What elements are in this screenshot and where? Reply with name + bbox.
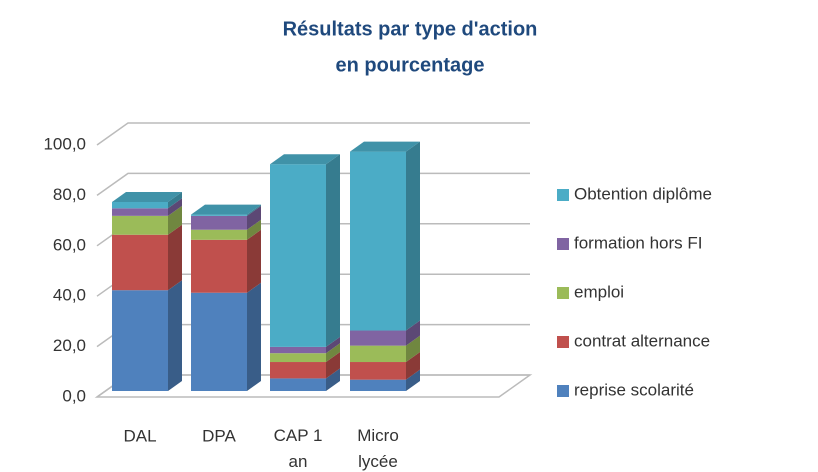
legend-swatch xyxy=(557,385,569,397)
bar-segment xyxy=(112,202,168,209)
bar-side xyxy=(406,335,420,363)
x-tick-label: DPA xyxy=(202,426,236,445)
legend-label: contrat alternance xyxy=(574,331,710,350)
y-tick-label: 100,0 xyxy=(43,134,86,153)
bar-side xyxy=(168,205,182,235)
bar-segment xyxy=(350,362,406,380)
bar-top xyxy=(112,192,182,202)
bar-segment xyxy=(191,215,247,230)
bar-side xyxy=(406,141,420,331)
bar-top xyxy=(350,141,420,152)
bar-side xyxy=(406,352,420,380)
bar-side xyxy=(168,224,182,291)
grid-line xyxy=(96,122,530,146)
bar-segment xyxy=(270,378,326,391)
y-tick-label: 0,0 xyxy=(62,386,86,405)
bar-segment xyxy=(350,379,406,391)
bar-segment xyxy=(191,239,247,293)
x-tick-label-line: lycée xyxy=(358,452,398,471)
bar-side xyxy=(326,343,340,363)
bar-side xyxy=(326,336,340,354)
legend-swatch xyxy=(557,189,569,201)
bar-side xyxy=(247,282,261,391)
x-tick-label: Micro lycée xyxy=(357,426,399,471)
bar-side xyxy=(406,369,420,391)
legend-swatch xyxy=(557,238,569,250)
y-tick-label: 60,0 xyxy=(53,235,86,254)
y-tick-label: 40,0 xyxy=(53,286,86,305)
bar-segment xyxy=(270,362,326,379)
x-tick-label-line: CAP 1 xyxy=(274,426,323,445)
bar-side xyxy=(406,320,420,346)
bar-side xyxy=(168,280,182,391)
bar-segment xyxy=(112,290,168,391)
legend-label: emploi xyxy=(574,282,624,301)
bar-side xyxy=(247,229,261,293)
x-tick-label: DAL xyxy=(123,426,156,445)
bar-top xyxy=(191,204,261,215)
bar-side xyxy=(247,219,261,240)
legend-swatch xyxy=(557,287,569,299)
x-tick-label: CAP 1 an xyxy=(274,426,323,471)
bar-segment xyxy=(350,330,406,346)
bar-segment xyxy=(112,215,168,235)
bar-segment xyxy=(112,208,168,216)
y-tick-label: 20,0 xyxy=(53,336,86,355)
bar-side xyxy=(168,192,182,209)
bar-segment xyxy=(112,234,168,291)
bar-segment xyxy=(350,345,406,363)
x-tick-label-line: an xyxy=(289,452,308,471)
bar-top xyxy=(270,154,340,165)
bar-segment xyxy=(350,151,406,331)
bar-segment xyxy=(191,229,247,240)
chart-title: Résultats par type d'action xyxy=(283,18,538,40)
legend-label: reprise scolarité xyxy=(574,380,694,399)
bar-segment xyxy=(191,214,247,216)
bar-side xyxy=(326,352,340,379)
bar-segment xyxy=(191,292,247,391)
bar-segment xyxy=(270,164,326,347)
bar-side xyxy=(326,154,340,347)
y-tick-label: 80,0 xyxy=(53,185,86,204)
chart-title: en pourcentage xyxy=(336,54,485,76)
bar-segment xyxy=(270,353,326,363)
x-tick-label-line: Micro xyxy=(357,426,399,445)
legend-label: formation hors FI xyxy=(574,233,703,252)
legend-label: Obtention diplôme xyxy=(574,184,712,203)
bar-side xyxy=(247,204,261,216)
bar-side xyxy=(326,368,340,391)
bar-side xyxy=(168,198,182,216)
legend-swatch xyxy=(557,336,569,348)
bar-side xyxy=(247,205,261,230)
bar-segment xyxy=(270,346,326,354)
